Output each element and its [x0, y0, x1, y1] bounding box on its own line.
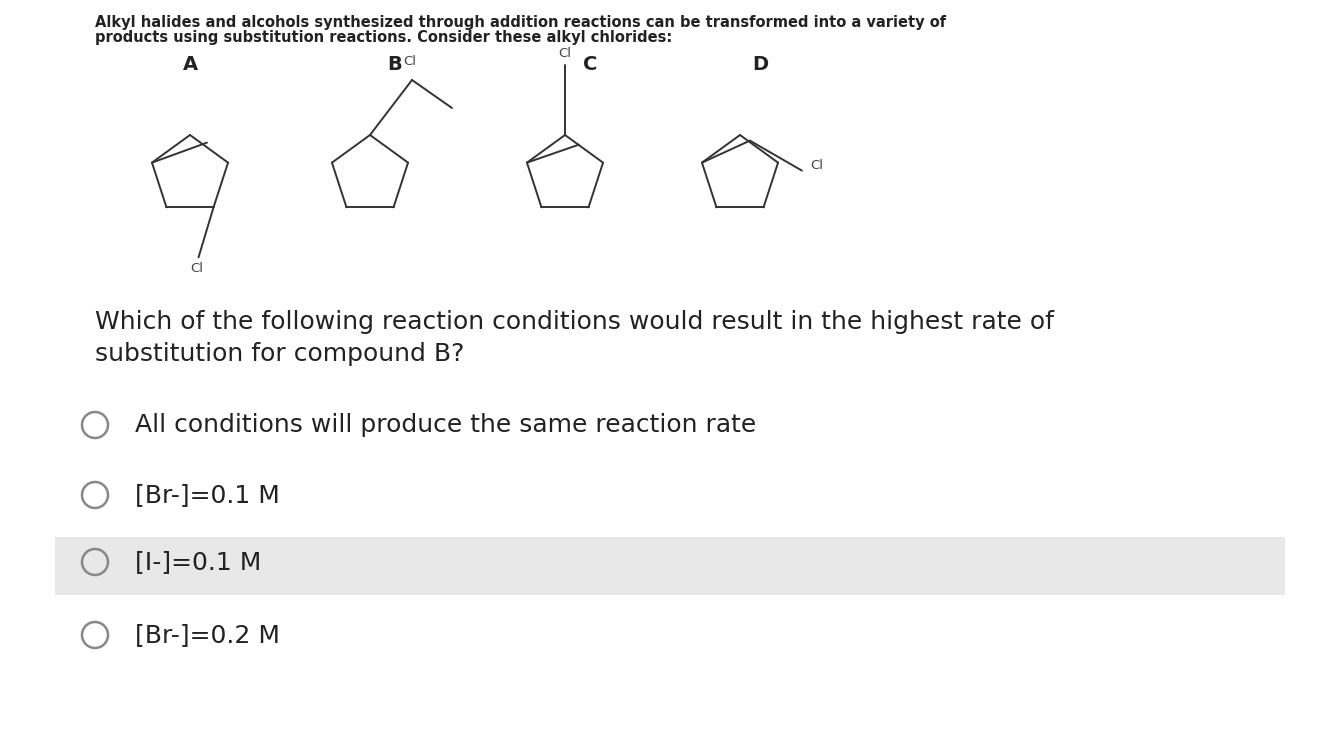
Text: B: B: [387, 55, 402, 74]
Text: Cl: Cl: [403, 55, 417, 68]
Text: [Br-]=0.1 M: [Br-]=0.1 M: [135, 483, 280, 507]
Text: [Br-]=0.2 M: [Br-]=0.2 M: [135, 623, 280, 647]
Text: Alkyl halides and alcohols synthesized through addition reactions can be transfo: Alkyl halides and alcohols synthesized t…: [95, 15, 946, 30]
Text: [I-]=0.1 M: [I-]=0.1 M: [135, 550, 261, 574]
Text: Cl: Cl: [809, 159, 823, 172]
Text: products using substitution reactions. Consider these alkyl chlorides:: products using substitution reactions. C…: [95, 30, 673, 45]
Text: Cl: Cl: [559, 47, 571, 60]
Text: A: A: [182, 55, 197, 74]
Text: D: D: [752, 55, 768, 74]
Text: C: C: [583, 55, 598, 74]
Text: Cl: Cl: [190, 263, 204, 275]
Text: All conditions will produce the same reaction rate: All conditions will produce the same rea…: [135, 413, 756, 437]
FancyBboxPatch shape: [55, 537, 1285, 595]
Text: substitution for compound B?: substitution for compound B?: [95, 342, 465, 366]
Text: Which of the following reaction conditions would result in the highest rate of: Which of the following reaction conditio…: [95, 310, 1055, 334]
